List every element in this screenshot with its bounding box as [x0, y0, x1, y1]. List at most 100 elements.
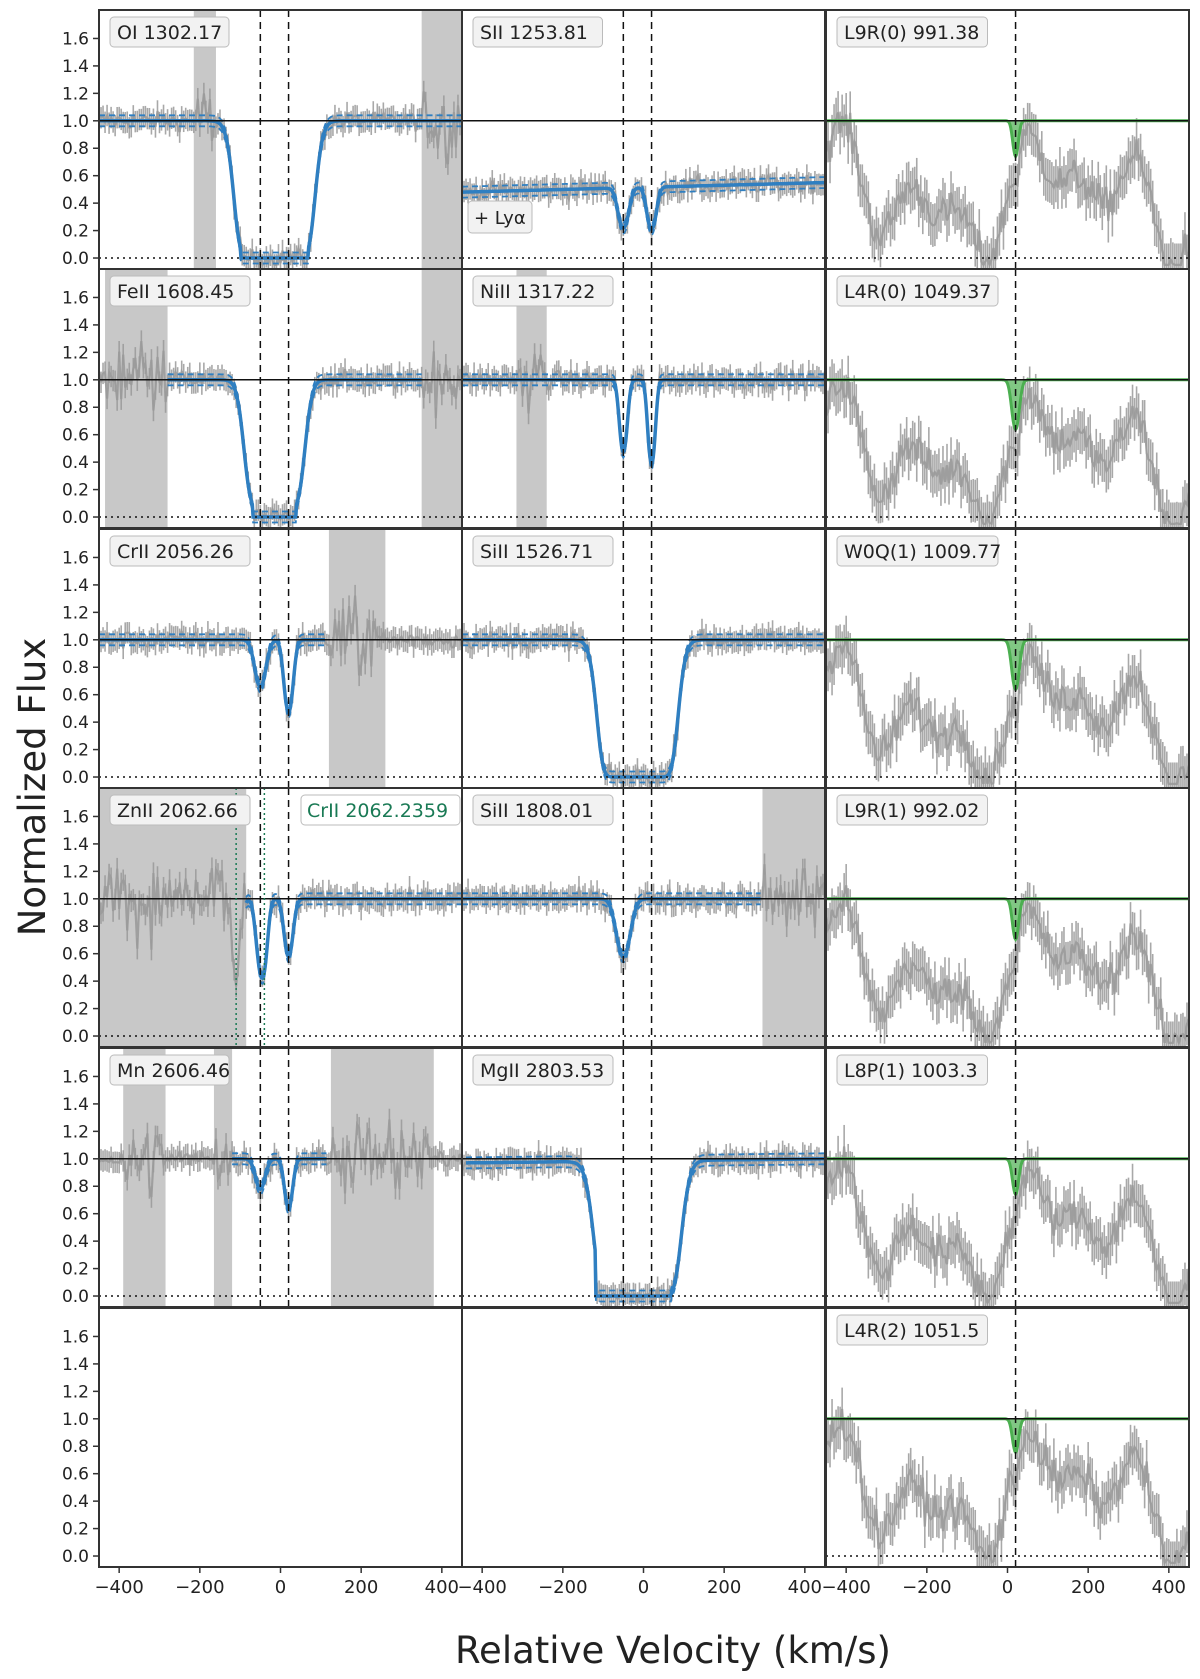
panel-label-text: L9R(1) 992.02	[844, 800, 979, 822]
y-tick-label: 0.2	[62, 1000, 89, 1020]
fit-upper-band	[167, 373, 422, 513]
panel-label-box	[109, 535, 251, 567]
panel-label-text: L4R(0) 1049.37	[844, 281, 991, 303]
fit-model-line	[99, 119, 462, 260]
x-tick-label: −200	[175, 1577, 224, 1598]
fit-upper-band	[99, 114, 462, 254]
fit-upper-band	[462, 892, 761, 953]
y-tick-label: 1.0	[62, 631, 89, 651]
panel-label: FeII 1608.45	[109, 275, 251, 307]
data-spectrum	[826, 1408, 1189, 1567]
y-tick-label: 1.6	[62, 29, 89, 49]
fit-lower-band	[167, 384, 422, 524]
panel-label: L4R(0) 1049.37	[836, 275, 999, 307]
y-tick-label: 0.2	[62, 222, 89, 242]
x-tick-label: 200	[344, 1577, 378, 1598]
panel-label: SiII 1526.71	[472, 535, 614, 567]
panel-label: L9R(0) 991.38	[836, 16, 988, 48]
panel-label-text: CrII 2056.26	[117, 541, 234, 563]
y-tick-label: 1.6	[62, 1067, 89, 1087]
y-tick-label: 1.0	[62, 112, 89, 132]
y-tick-label: 1.4	[62, 1355, 89, 1375]
masked-region	[123, 1048, 166, 1307]
panel-label: SiII 1808.01	[472, 794, 614, 826]
panel-label: CrII 2056.26	[109, 535, 251, 567]
fit-lower-band	[99, 644, 325, 720]
x-tick-label: 0	[275, 1577, 286, 1598]
panel-label-box	[836, 16, 988, 48]
y-tick-label: 1.4	[62, 576, 89, 596]
panel-label-text: Mn 2606.46	[117, 1060, 230, 1082]
panel-frame	[461, 528, 826, 789]
y-tick-label: 1.2	[62, 84, 89, 104]
data-spectrum	[826, 376, 1189, 526]
y-tick-label: 1.4	[62, 57, 89, 77]
panel-p31: SiII 1808.01	[461, 787, 826, 1048]
fit-model-line	[462, 638, 825, 779]
y-tick-label: 1.4	[62, 835, 89, 855]
panel-p40: Mn 2606.46 0.0 0.2 0.4 0.6 0.8 1.0 1.2 1.4 1.6	[62, 1047, 463, 1308]
y-tick-label: 1.6	[62, 807, 89, 827]
fit-model-line	[244, 897, 462, 981]
y-tick-label: 1.6	[62, 288, 89, 308]
panel-label: Mn 2606.46	[109, 1054, 230, 1086]
fit-model-line	[466, 1157, 825, 1298]
y-tick-label: 0.8	[62, 1177, 89, 1197]
y-tick-label: 1.2	[62, 1382, 89, 1402]
y-tick-label: 1.2	[62, 1122, 89, 1142]
panel-label: MgII 2803.53	[472, 1054, 614, 1086]
panel-label-text: MgII 2803.53	[480, 1060, 604, 1082]
panel-plot-area	[99, 529, 462, 788]
fit-lower-band	[462, 384, 825, 472]
panel-label-text: SiII 1808.01	[480, 800, 593, 822]
panel-p00: OI 1302.17 0.0 0.2 0.4 0.6 0.8 1.0 1.2 1.4 1.6	[62, 9, 463, 270]
y-tick-label: 1.0	[62, 1150, 89, 1170]
y-tick-label: 0.2	[62, 741, 89, 761]
panel-label-box	[472, 1054, 614, 1086]
x-tick-label: −200	[902, 1577, 951, 1598]
y-tick-label: 0.0	[62, 249, 89, 269]
panel-plot-area	[826, 1048, 1189, 1307]
panel-plot-area	[462, 529, 825, 788]
panel-label-box	[109, 16, 230, 48]
x-tick-label: 400	[788, 1577, 822, 1598]
x-axis-label: Relative Velocity (km/s)	[455, 1629, 891, 1672]
y-tick-label: 0.2	[62, 481, 89, 501]
panel-note-box	[467, 200, 533, 234]
x-tick-label: 200	[1071, 1577, 1105, 1598]
panel-p30: ZnII 2062.66 CrII 2062.2359 0.0 0.2 0.4 0.6 0.…	[62, 787, 463, 1048]
y-tick-label: 0.4	[62, 972, 89, 992]
y-tick-label: 0.6	[62, 426, 89, 446]
fit-model-line	[462, 180, 825, 232]
panel-plot-area	[462, 788, 825, 1047]
panel-plot-area	[99, 788, 462, 1047]
y-tick-label: 1.6	[62, 548, 89, 568]
masked-region	[328, 529, 386, 788]
panel-label: ZnII 2062.66	[109, 794, 251, 826]
panel-grid: OI 1302.17 0.0 0.2 0.4 0.6 0.8 1.0 1.2 1.4 1.6 SII…	[62, 9, 1190, 1598]
y-tick-label: 0.6	[62, 945, 89, 965]
y-tick-label: 1.4	[62, 1095, 89, 1115]
y-tick-label: 0.6	[62, 686, 89, 706]
panel-label-box	[472, 794, 614, 826]
x-tick-label: −200	[538, 1577, 587, 1598]
data-spectrum	[826, 636, 1189, 786]
fit-lower-band	[99, 125, 462, 265]
panel-label-box	[472, 535, 614, 567]
y-tick-label: 0.2	[62, 1520, 89, 1540]
y-tick-label: 0.8	[62, 917, 89, 937]
panel-label: NiII 1317.22	[472, 275, 614, 307]
fit-upper-band	[462, 633, 825, 773]
panel-label-box	[109, 794, 251, 826]
data-errorbars	[826, 864, 1189, 1047]
panel-label-box	[109, 275, 251, 307]
panel-label: W0Q(1) 1009.77	[836, 535, 1001, 567]
panel-p21: SiII 1526.71	[461, 528, 826, 789]
panel-label-text: SiII 1526.71	[480, 541, 593, 563]
y-tick-label: 0.4	[62, 713, 89, 733]
y-tick-label: 0.8	[62, 1437, 89, 1457]
panel-label-text: ZnII 2062.66	[117, 800, 238, 822]
panel-label-text: FeII 1608.45	[117, 281, 234, 303]
panel-plot-area	[462, 269, 825, 528]
panel-label-box	[836, 1054, 988, 1086]
